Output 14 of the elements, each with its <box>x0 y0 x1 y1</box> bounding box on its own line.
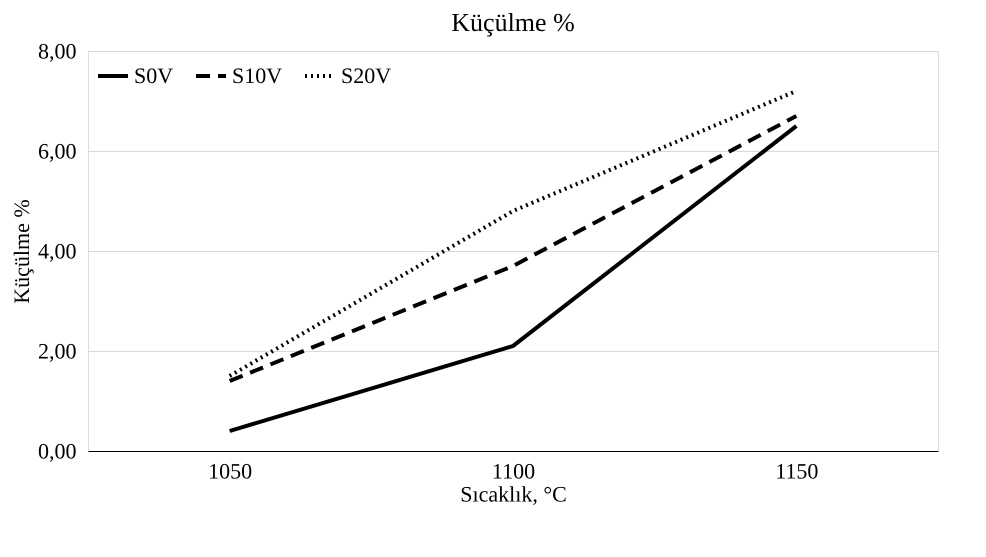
y-axis-title: Küçülme % <box>9 199 34 304</box>
x-tick-label: 1150 <box>775 458 818 484</box>
x-tick-label: 1050 <box>208 458 252 484</box>
y-tick-label: 2,00 <box>38 338 76 364</box>
y-tick-label: 0,00 <box>38 438 76 464</box>
y-tick-label: 4,00 <box>38 238 76 264</box>
x-tick-label: 1100 <box>492 458 536 484</box>
y-tick-label: 8,00 <box>38 38 76 64</box>
legend-label: S20V <box>341 63 392 88</box>
x-axis-title: Sıcaklık, °C <box>460 482 567 506</box>
legend-label: S0V <box>134 63 174 88</box>
legend-label: S10V <box>232 63 282 88</box>
chart-title: Küçülme % <box>451 8 575 37</box>
y-tick-label: 6,00 <box>38 138 76 164</box>
